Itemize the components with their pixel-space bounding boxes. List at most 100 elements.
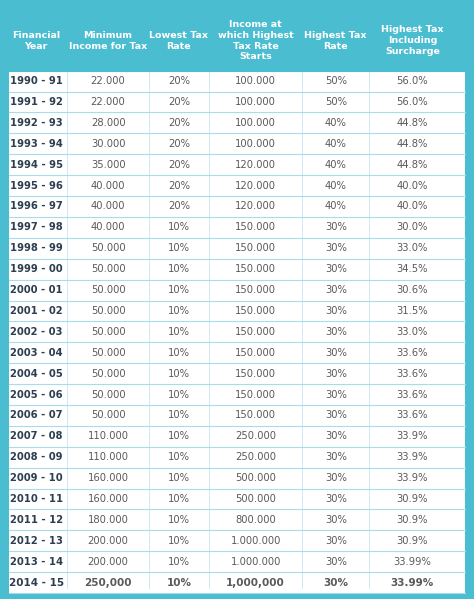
Text: 50.000: 50.000 (91, 243, 126, 253)
Text: 150.000: 150.000 (235, 306, 276, 316)
Text: 150.000: 150.000 (235, 243, 276, 253)
Text: 2003 - 04: 2003 - 04 (10, 348, 63, 358)
Text: 2007 - 08: 2007 - 08 (10, 431, 63, 441)
Text: 40.000: 40.000 (91, 180, 125, 190)
Text: 2004 - 05: 2004 - 05 (10, 368, 63, 379)
Text: 30%: 30% (325, 243, 346, 253)
FancyBboxPatch shape (9, 363, 465, 384)
FancyBboxPatch shape (9, 447, 465, 468)
FancyBboxPatch shape (9, 468, 465, 489)
Text: 1991 - 92: 1991 - 92 (9, 97, 63, 107)
Text: 40%: 40% (325, 118, 346, 128)
Text: 30%: 30% (325, 515, 346, 525)
FancyBboxPatch shape (9, 155, 465, 175)
Text: 22.000: 22.000 (91, 97, 126, 107)
Text: 10%: 10% (168, 556, 190, 567)
Text: 100.000: 100.000 (235, 97, 276, 107)
Text: 1994 - 95: 1994 - 95 (9, 160, 63, 170)
Text: 2010 - 11: 2010 - 11 (9, 494, 63, 504)
Text: 110.000: 110.000 (88, 452, 128, 462)
Text: 110.000: 110.000 (88, 431, 128, 441)
Text: 150.000: 150.000 (235, 327, 276, 337)
Text: 2011 - 12: 2011 - 12 (9, 515, 63, 525)
Text: 30%: 30% (325, 494, 346, 504)
Text: 10%: 10% (168, 452, 190, 462)
FancyBboxPatch shape (9, 280, 465, 301)
Text: 33.6%: 33.6% (397, 348, 428, 358)
Text: 30%: 30% (325, 222, 346, 232)
Text: 1990 - 91: 1990 - 91 (9, 76, 63, 86)
Text: 2005 - 06: 2005 - 06 (10, 389, 63, 400)
FancyBboxPatch shape (9, 489, 465, 509)
Text: 10%: 10% (168, 348, 190, 358)
Text: 10%: 10% (168, 389, 190, 400)
Text: 30%: 30% (325, 556, 346, 567)
Text: 30%: 30% (325, 327, 346, 337)
Text: 30%: 30% (325, 389, 346, 400)
Text: 44.8%: 44.8% (397, 139, 428, 149)
FancyBboxPatch shape (9, 259, 465, 280)
Text: 35.000: 35.000 (91, 160, 126, 170)
Text: 10%: 10% (168, 222, 190, 232)
Text: 50%: 50% (325, 97, 346, 107)
Text: 250,000: 250,000 (84, 577, 132, 588)
FancyBboxPatch shape (9, 11, 465, 71)
FancyBboxPatch shape (9, 217, 465, 238)
Text: 150.000: 150.000 (235, 368, 276, 379)
Text: 10%: 10% (168, 536, 190, 546)
Text: 50.000: 50.000 (91, 327, 126, 337)
Text: 1998 - 99: 1998 - 99 (10, 243, 63, 253)
FancyBboxPatch shape (9, 551, 465, 572)
Text: 1,000,000: 1,000,000 (226, 577, 285, 588)
Text: 30.6%: 30.6% (397, 285, 428, 295)
Text: 40%: 40% (325, 160, 346, 170)
Text: 200.000: 200.000 (88, 556, 128, 567)
Text: 250.000: 250.000 (235, 452, 276, 462)
FancyBboxPatch shape (9, 405, 465, 426)
Text: 40.0%: 40.0% (397, 201, 428, 211)
Text: 1992 - 93: 1992 - 93 (10, 118, 63, 128)
Text: 30%: 30% (325, 431, 346, 441)
Text: 2002 - 03: 2002 - 03 (10, 327, 62, 337)
Text: 30%: 30% (323, 577, 348, 588)
Text: 30.9%: 30.9% (397, 494, 428, 504)
Text: 30%: 30% (325, 368, 346, 379)
Text: 40%: 40% (325, 180, 346, 190)
FancyBboxPatch shape (9, 322, 465, 342)
Text: 10%: 10% (168, 327, 190, 337)
Text: Income at
which Highest
Tax Rate
Starts: Income at which Highest Tax Rate Starts (218, 20, 293, 61)
Text: 33.99%: 33.99% (393, 556, 431, 567)
Text: 500.000: 500.000 (235, 494, 276, 504)
Text: 10%: 10% (168, 515, 190, 525)
Text: 34.5%: 34.5% (397, 264, 428, 274)
FancyBboxPatch shape (9, 238, 465, 259)
Text: 10%: 10% (168, 431, 190, 441)
FancyBboxPatch shape (9, 384, 465, 405)
Text: 33.9%: 33.9% (397, 452, 428, 462)
Text: 150.000: 150.000 (235, 285, 276, 295)
Text: 30%: 30% (325, 473, 346, 483)
Text: 100.000: 100.000 (235, 76, 276, 86)
Text: 30%: 30% (325, 410, 346, 420)
Text: 30.9%: 30.9% (397, 536, 428, 546)
Text: 120.000: 120.000 (235, 160, 276, 170)
Text: 20%: 20% (168, 180, 190, 190)
Text: 150.000: 150.000 (235, 222, 276, 232)
Text: 100.000: 100.000 (235, 118, 276, 128)
Text: 40%: 40% (325, 201, 346, 211)
Text: 33.0%: 33.0% (397, 243, 428, 253)
Text: 800.000: 800.000 (235, 515, 276, 525)
FancyBboxPatch shape (9, 71, 465, 92)
Text: 2013 - 14: 2013 - 14 (9, 556, 63, 567)
Text: 10%: 10% (168, 243, 190, 253)
Text: 150.000: 150.000 (235, 264, 276, 274)
Text: 180.000: 180.000 (88, 515, 128, 525)
FancyBboxPatch shape (9, 509, 465, 530)
Text: 250.000: 250.000 (235, 431, 276, 441)
Text: 50.000: 50.000 (91, 389, 126, 400)
FancyBboxPatch shape (5, 6, 469, 593)
Text: 10%: 10% (168, 368, 190, 379)
Text: 10%: 10% (168, 264, 190, 274)
Text: 120.000: 120.000 (235, 201, 276, 211)
Text: 30%: 30% (325, 306, 346, 316)
